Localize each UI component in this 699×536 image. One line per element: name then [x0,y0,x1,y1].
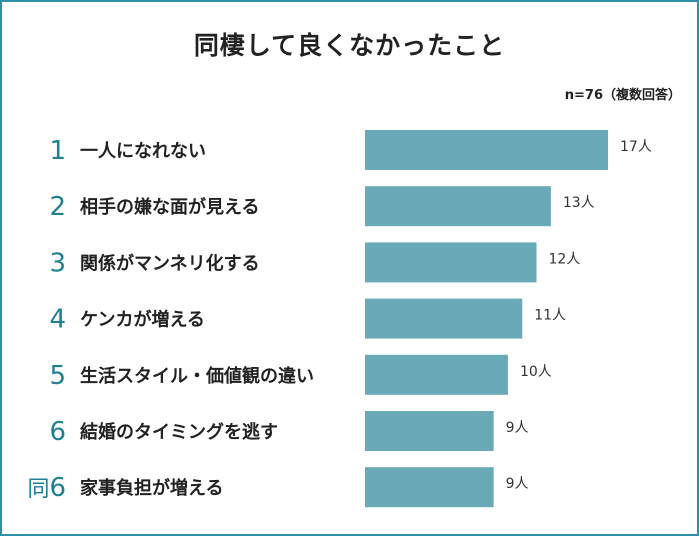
value-label: 11人 [534,308,566,324]
rank-label: 3 [49,248,66,278]
rank-label: 4 [49,305,66,335]
value-label: 10人 [520,364,552,380]
value-label: 17人 [620,139,652,155]
value-label: 12人 [549,251,581,267]
category-label: 家事負担が増える [80,477,223,499]
bar [365,298,523,339]
category-label: 一人になれない [80,141,206,162]
category-label: 関係がマンネリ化する [80,252,260,274]
rank-label: 2 [49,192,66,222]
rank-label: 5 [49,361,66,391]
rank-label: 6 [49,417,66,447]
rank-label: 1 [49,136,66,166]
bar [365,467,494,508]
bar [365,411,494,451]
bar [365,186,551,227]
category-label: ケンカが増える [80,309,205,331]
bar [365,354,508,395]
bar [365,130,608,170]
rank-label: 同6 [27,473,66,503]
value-label: 13人 [563,195,595,211]
category-label: 生活スタイル・価値観の違い [80,365,314,387]
value-label: 9人 [506,420,529,436]
bar [365,242,537,283]
sample-note: n=76（複数回答） [564,88,681,103]
chart-title: 同棲して良くなかったこと [193,31,506,60]
value-label: 9人 [506,476,529,492]
category-label: 結婚のタイミングを逃す [80,421,278,443]
category-label: 相手の嫌な面が見える [80,196,259,218]
